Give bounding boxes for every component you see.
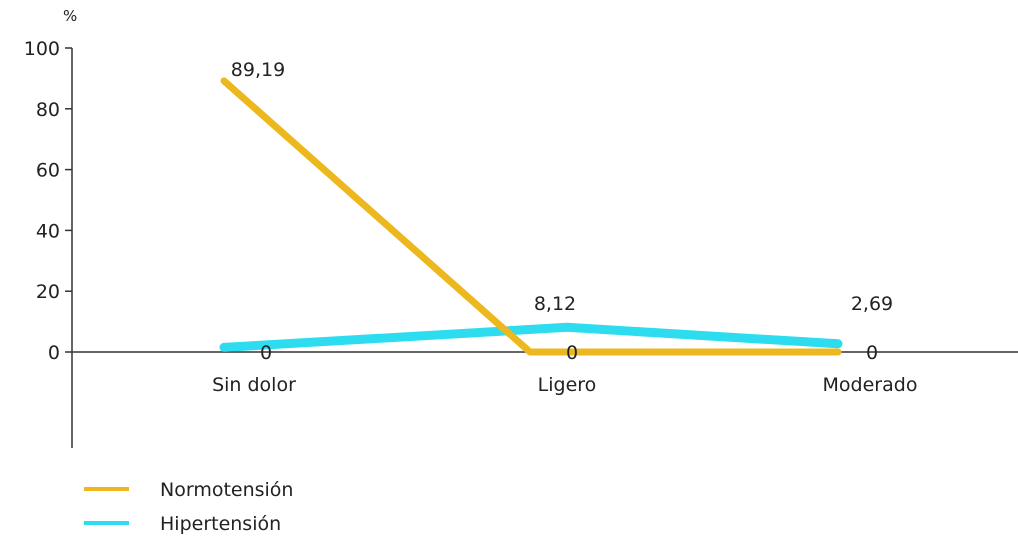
data-label: 0 xyxy=(566,342,578,364)
legend-label: Normotensión xyxy=(160,479,293,501)
data-label: 8,12 xyxy=(534,293,576,315)
y-tick-label: 20 xyxy=(36,281,60,303)
series-line-normotension xyxy=(220,77,842,356)
category-label: Sin dolor xyxy=(212,374,296,396)
y-unit-label: % xyxy=(63,7,77,25)
y-tick-label: 80 xyxy=(36,99,60,121)
data-label: 89,19 xyxy=(231,59,285,81)
category-label: Moderado xyxy=(823,374,918,396)
legend-label: Hipertensión xyxy=(160,513,281,535)
data-labels: 89,19 8,12 2,69 0 0 0 xyxy=(231,59,893,364)
y-tick-label: 0 xyxy=(48,342,60,364)
series-lines xyxy=(219,77,843,356)
y-tick-label: 40 xyxy=(36,220,60,242)
legend: Normotensión Hipertensión xyxy=(84,479,293,535)
category-labels: Sin dolor Ligero Moderado xyxy=(212,374,917,396)
category-label: Ligero xyxy=(538,374,597,396)
y-ticks: 0 20 40 60 80 100 xyxy=(24,38,72,364)
y-tick-label: 60 xyxy=(36,160,60,182)
y-tick-label: 100 xyxy=(24,38,60,60)
data-label: 0 xyxy=(866,342,878,364)
data-label: 0 xyxy=(260,342,272,364)
series-line-hipertension xyxy=(219,322,843,352)
data-label: 2,69 xyxy=(851,293,893,315)
